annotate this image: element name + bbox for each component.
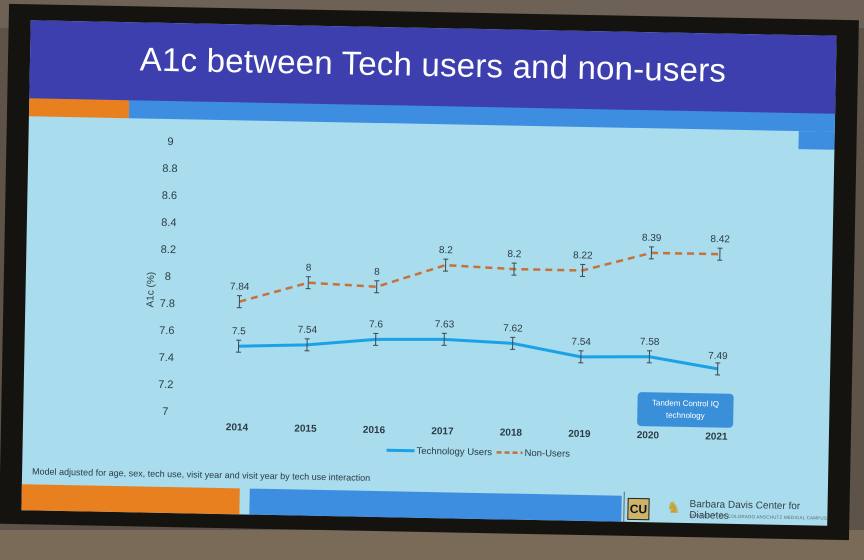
legend-label-technology-users: Technology Users xyxy=(416,446,492,458)
data-label: 7.63 xyxy=(435,319,455,330)
buffalo-mascot-icon: ♞ xyxy=(666,499,681,517)
tandem-callout: Tandem Control IQ technology xyxy=(637,392,734,428)
data-label: 8.22 xyxy=(573,250,593,261)
data-label: 7.5 xyxy=(232,326,247,337)
cu-logo-icon: CU xyxy=(627,497,650,521)
data-label: 8.2 xyxy=(507,249,522,260)
slide-title: A1c between Tech users and non-users xyxy=(139,40,727,89)
y-tick-label: 7 xyxy=(162,406,168,418)
data-label: 7.54 xyxy=(298,325,318,336)
slide: A1c between Tech users and non-users 7 7.… xyxy=(21,20,837,526)
footer-bar-blue xyxy=(249,488,622,522)
y-tick-label: 8.6 xyxy=(162,190,178,202)
y-tick-label: 7.4 xyxy=(159,352,175,364)
accent-bar-orange xyxy=(28,98,130,119)
y-tick-label: 8.8 xyxy=(162,163,178,175)
data-label: 7.54 xyxy=(571,337,591,348)
data-label: 8.2 xyxy=(439,245,454,256)
y-tick-label: 8 xyxy=(165,271,171,283)
x-tick-label: 2018 xyxy=(500,427,523,438)
screen-frame: A1c between Tech users and non-users 7 7.… xyxy=(0,3,859,541)
x-tick-label: 2020 xyxy=(637,430,660,441)
data-label: 7.49 xyxy=(708,351,728,362)
legend-swatch-technology-users xyxy=(386,448,415,453)
x-tick-label: 2021 xyxy=(705,431,728,442)
data-label: 7.6 xyxy=(369,319,384,330)
x-tick-label: 2016 xyxy=(363,425,386,436)
y-tick-label: 8.2 xyxy=(161,244,177,256)
footer-bar-orange xyxy=(21,484,240,515)
data-label: 8 xyxy=(306,263,312,274)
a1c-line-chart: 7 7.2 7.4 7.6 7.8 8 8.2 8.4 8.6 8.8 9 A1c (%) 2014 20… xyxy=(145,136,730,460)
x-tick-label: 2015 xyxy=(294,423,317,434)
data-label: 8.39 xyxy=(642,233,662,244)
callout-line-1: Tandem Control IQ xyxy=(651,398,720,409)
y-tick-label: 9 xyxy=(167,136,173,148)
technology-users-line xyxy=(238,337,718,371)
footer-divider xyxy=(623,491,625,522)
data-label: 7.62 xyxy=(503,323,523,334)
model-footnote: Model adjusted for age, sex, tech use, v… xyxy=(32,466,371,483)
y-tick-label: 7.2 xyxy=(158,379,174,391)
y-tick-label: 7.6 xyxy=(159,325,175,337)
x-tick-label: 2014 xyxy=(226,422,249,433)
y-tick-label: 7.8 xyxy=(160,298,176,310)
data-label: 7.58 xyxy=(640,337,660,348)
data-label: 8 xyxy=(374,267,380,278)
legend-label-non-users: Non-Users xyxy=(524,448,570,460)
non-users-line xyxy=(239,251,720,303)
y-tick-label: 8.4 xyxy=(161,217,177,229)
callout-line-2: technology xyxy=(665,410,705,421)
x-tick-label: 2017 xyxy=(431,426,454,437)
y-axis-title: A1c (%) xyxy=(145,272,157,308)
data-label: 8.42 xyxy=(710,234,730,245)
data-label: 7.84 xyxy=(230,281,250,292)
x-tick-label: 2019 xyxy=(568,429,591,440)
